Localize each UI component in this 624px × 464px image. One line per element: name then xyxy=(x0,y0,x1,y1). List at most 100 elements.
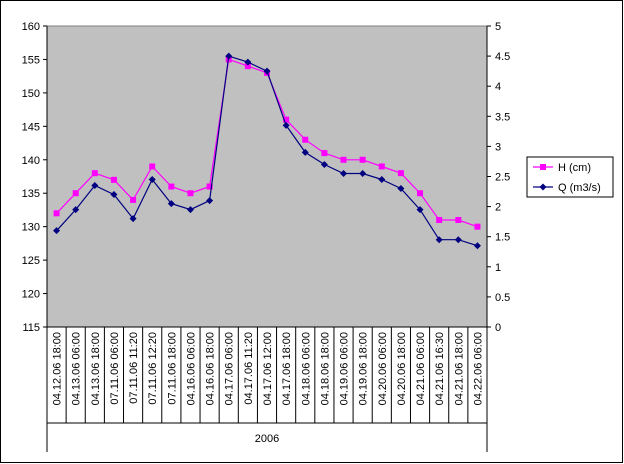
data-point-h xyxy=(130,196,137,203)
x-tick-label: 07.11.06 18:00 xyxy=(166,332,178,405)
x-axis-group-label: 2006 xyxy=(255,433,279,445)
y-right-tick-label: 0.5 xyxy=(495,292,510,304)
x-tick-label: 04.13.06 06:00 xyxy=(71,332,83,405)
y-left-tick-label: 155 xyxy=(22,54,40,66)
series-layer xyxy=(53,52,481,250)
x-tick-label: 04.20.06 18:00 xyxy=(396,332,408,405)
x-tick-label: 04.13.06 18:00 xyxy=(90,332,102,405)
data-point-q xyxy=(244,58,252,66)
data-point-h xyxy=(72,190,79,197)
data-point-q xyxy=(110,191,118,199)
legend-label: H (cm) xyxy=(558,162,591,174)
x-tick-label: 04.18.06 06:00 xyxy=(300,332,312,405)
x-tick-label: 04.21.06 06:00 xyxy=(415,332,427,405)
legend-label: Q (m3/s) xyxy=(558,182,601,194)
legend-marker-diamond xyxy=(539,183,547,191)
y-left-tick-label: 130 xyxy=(22,222,40,234)
data-point-q xyxy=(301,148,309,156)
data-point-h xyxy=(206,183,213,190)
x-tick-label: 04.17.06 11:20 xyxy=(243,332,255,405)
data-point-q xyxy=(148,176,156,184)
x-tick-label: 07.11.06 06:00 xyxy=(109,332,121,405)
data-point-q xyxy=(282,121,290,129)
x-tick-label: 04.19.06 18:00 xyxy=(358,332,370,405)
y-right-tick-label: 1 xyxy=(495,262,501,274)
data-point-h xyxy=(168,183,175,190)
data-point-q xyxy=(53,227,61,235)
data-point-q xyxy=(340,169,348,177)
x-tick-label: 04.17.06 12:00 xyxy=(262,332,274,405)
y-left-tick-label: 125 xyxy=(22,255,40,267)
y-left-tick-label: 145 xyxy=(22,121,40,133)
data-point-q xyxy=(206,197,214,205)
y-axis-left: 115 120 125 130 135 140 145 150 155 160 xyxy=(22,21,48,334)
y-left-tick-label: 135 xyxy=(22,188,40,200)
data-point-h xyxy=(397,170,404,177)
data-point-h xyxy=(340,156,347,163)
x-tick-label: 04.17.06 18:00 xyxy=(281,332,293,405)
y-right-tick-label: 2.5 xyxy=(495,172,510,184)
x-tick-label: 04.12.06 18:00 xyxy=(52,332,64,405)
y-left-tick-label: 160 xyxy=(22,21,40,33)
x-tick-label: 04.21.06 18:00 xyxy=(453,332,465,405)
data-point-q xyxy=(129,215,137,223)
data-point-q xyxy=(263,67,271,75)
y-left-tick-label: 150 xyxy=(22,88,40,100)
legend-marker-square xyxy=(540,164,546,170)
data-point-h xyxy=(417,190,424,197)
data-point-q xyxy=(378,176,386,184)
data-point-q xyxy=(359,169,367,177)
data-point-h xyxy=(321,150,328,157)
x-tick-label: 04.16.06 18:00 xyxy=(205,332,217,405)
y-right-tick-label: 4 xyxy=(495,81,501,93)
y-right-tick-label: 0 xyxy=(495,322,501,334)
data-point-q xyxy=(473,242,481,250)
legend-box xyxy=(526,156,614,198)
data-point-q xyxy=(167,200,175,208)
x-tick-label: 04.20.06 06:00 xyxy=(377,332,389,405)
data-point-q xyxy=(397,185,405,193)
x-axis: 04.12.06 18:00 04.13.06 06:00 04.13.06 18:… xyxy=(46,326,488,452)
data-point-h xyxy=(378,163,385,170)
x-tick-label: 04.21.06 16:30 xyxy=(434,332,446,405)
y-right-tick-label: 4.5 xyxy=(495,51,510,63)
x-tick-label: 04.18.06 18:00 xyxy=(319,332,331,405)
data-point-h xyxy=(474,223,481,230)
data-point-q xyxy=(320,160,328,168)
data-point-h xyxy=(436,216,443,223)
y-left-tick-label: 140 xyxy=(22,155,40,167)
y-right-tick-label: 3 xyxy=(495,141,501,153)
x-tick-label: 07.11.06 11:20 xyxy=(128,332,140,404)
data-point-q xyxy=(454,236,462,244)
data-point-h xyxy=(91,170,98,177)
y-right-tick-label: 2 xyxy=(495,202,501,214)
y-right-tick-label: 3.5 xyxy=(495,111,510,123)
y-left-tick-label: 120 xyxy=(22,289,40,301)
y-axis-right: 0 0.5 1 1.5 2 2.5 3 3.5 4 4.5 5 xyxy=(486,21,510,334)
data-point-q xyxy=(435,236,443,244)
x-tick-label: 04.17.06 06:00 xyxy=(224,332,236,405)
legend: H (cm) Q (m3/s) xyxy=(526,156,614,198)
y-right-tick-label: 5 xyxy=(495,21,501,33)
data-point-h xyxy=(187,190,194,197)
data-point-h xyxy=(283,116,290,123)
data-point-h xyxy=(359,156,366,163)
data-point-h xyxy=(455,216,462,223)
data-point-h xyxy=(302,136,309,143)
x-tick-label: 04.22.06 06:00 xyxy=(472,332,484,405)
data-point-h xyxy=(110,176,117,183)
data-point-q xyxy=(416,206,424,214)
data-point-h xyxy=(53,210,60,217)
data-point-q xyxy=(91,182,99,190)
data-point-h xyxy=(244,63,251,70)
plot-area xyxy=(46,25,488,328)
data-point-h xyxy=(149,163,156,170)
x-tick-label: 07.11.06 12:20 xyxy=(147,332,159,405)
data-point-q xyxy=(225,52,233,60)
y-right-tick-label: 1.5 xyxy=(495,232,510,244)
data-point-q xyxy=(72,206,80,214)
x-tick-label: 04.19.06 06:00 xyxy=(339,332,351,405)
x-tick-label: 04.16.06 06:00 xyxy=(185,332,197,405)
y-left-tick-label: 115 xyxy=(22,322,40,334)
